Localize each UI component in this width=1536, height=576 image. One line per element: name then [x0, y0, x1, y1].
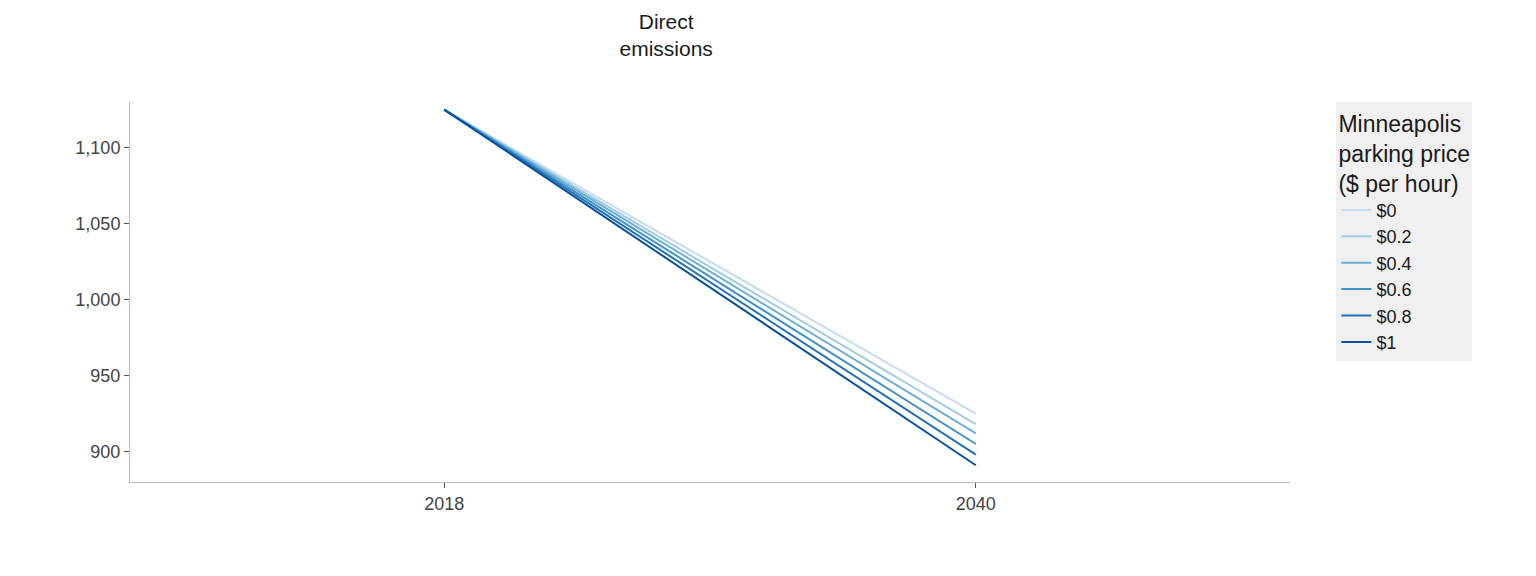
svg-text:$0.4: $0.4: [1376, 254, 1411, 274]
svg-text:900: 900: [90, 442, 120, 462]
svg-text:$0.8: $0.8: [1376, 307, 1411, 327]
svg-text:2018: 2018: [424, 494, 464, 514]
svg-text:Minneapolisparking price($ per: Minneapolisparking price($ per hour): [1338, 111, 1470, 197]
svg-text:$0.6: $0.6: [1376, 280, 1411, 300]
svg-text:1,000: 1,000: [75, 290, 120, 310]
svg-text:$0: $0: [1376, 201, 1396, 221]
svg-text:1,100: 1,100: [75, 138, 120, 158]
svg-text:$1: $1: [1376, 333, 1396, 353]
svg-text:$0.2: $0.2: [1376, 227, 1411, 247]
svg-text:950: 950: [90, 366, 120, 386]
svg-text:1,050: 1,050: [75, 214, 120, 234]
svg-text:Directemissions: Directemissions: [619, 10, 712, 60]
svg-text:2040: 2040: [956, 494, 996, 514]
